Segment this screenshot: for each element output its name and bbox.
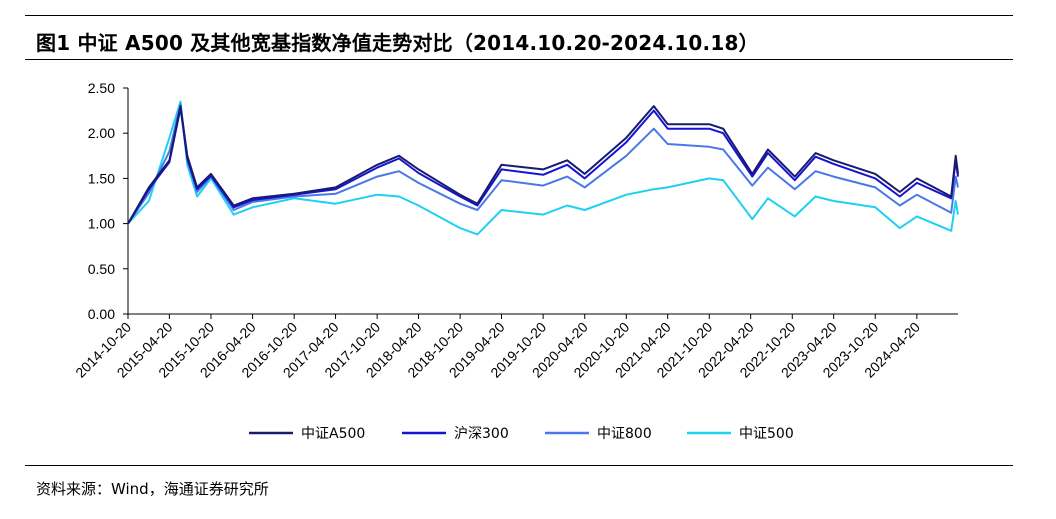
y-tick-label: 1.00 — [88, 216, 115, 232]
series-lines — [127, 100, 959, 236]
y-tick-label: 2.50 — [88, 80, 115, 96]
legend-label: 中证800 — [597, 426, 652, 442]
series-line-1 — [127, 105, 959, 225]
x-axis: 2014-10-202015-04-202015-10-202016-04-20… — [72, 313, 958, 381]
top-rule — [25, 15, 1013, 16]
series-line-2 — [127, 106, 959, 225]
figure-title: 图1 中证 A500 及其他宽基指数净值走势对比（2014.10.20-2024… — [36, 31, 759, 55]
y-tick-label: 2.00 — [88, 125, 115, 141]
legend: 中证A500 沪深300 中证800 中证500 — [249, 426, 794, 442]
y-tick-label: 0.00 — [88, 306, 115, 322]
source-note: 资料来源：Wind，海通证券研究所 — [36, 480, 269, 498]
y-axis: 0.00 0.50 1.00 1.50 2.00 2.50 — [88, 80, 129, 322]
bottom-rule — [25, 465, 1013, 466]
y-tick-label: 0.50 — [88, 261, 115, 277]
series-line-4 — [127, 100, 959, 236]
legend-label: 沪深300 — [454, 426, 509, 442]
title-underline — [25, 59, 1013, 60]
y-tick-label: 1.50 — [88, 170, 115, 186]
legend-label: 中证500 — [739, 426, 794, 442]
legend-label: 中证A500 — [301, 426, 365, 442]
